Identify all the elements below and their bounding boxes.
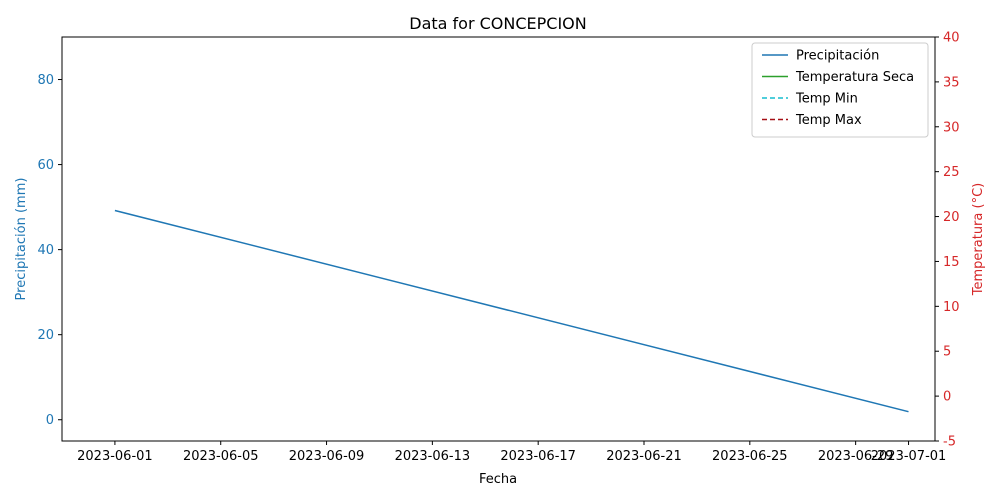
series-line [114, 209, 909, 413]
right-y-tick-label: 35 [943, 75, 960, 90]
x-tick-label: 2023-06-21 [606, 449, 682, 464]
right-y-tick-label: 30 [943, 120, 960, 135]
x-tick-label: 2023-06-29 [818, 449, 894, 464]
right-y-tick-label: 0 [943, 390, 951, 405]
right-y-tick-label: 15 [943, 255, 960, 270]
left-y-tick-label: 40 [37, 243, 54, 258]
right-y-tick-label: 25 [943, 165, 960, 180]
left-y-tick-label: 0 [46, 413, 54, 428]
series-layer [114, 209, 909, 413]
legend-label: Temp Min [795, 92, 858, 107]
right-y-axis-label: Temperatura (°C) [971, 183, 986, 296]
chart-title: Data for CONCEPCION [409, 14, 587, 33]
x-tick-label: 2023-06-13 [395, 449, 471, 464]
right-y-tick-label: -5 [943, 435, 956, 450]
x-tick-label: 2023-07-01 [871, 449, 947, 464]
legend-box [751, 42, 929, 138]
x-tick-label: 2023-06-01 [77, 449, 153, 464]
right-y-tick-label: 20 [943, 210, 960, 225]
legend: Precipitación Temperatura Seca Temp Min Tem… [751, 42, 929, 138]
left-y-tick-label: 20 [37, 328, 54, 343]
x-axis-label: Fecha [479, 472, 517, 487]
x-tick-label: 2023-06-17 [500, 449, 576, 464]
right-y-tick-label: 5 [943, 345, 951, 360]
x-axis: 2023-06-01 2023-06-05 2023-06-09 2023-06-13… [77, 441, 946, 464]
right-y-tick-label: 40 [943, 31, 960, 46]
left-y-axis-label: Precipitación (mm) [14, 178, 29, 301]
right-y-tick-label: 10 [943, 300, 960, 315]
legend-label: Temperatura Seca [795, 70, 914, 85]
legend-label: Precipitación [796, 49, 879, 64]
x-tick-label: 2023-06-25 [712, 449, 788, 464]
legend-label: Temp Max [795, 113, 862, 128]
left-y-axis: 0 20 40 60 80 [37, 73, 62, 428]
right-y-axis: -5 0 5 10 15 20 25 30 35 40 [935, 31, 960, 450]
left-y-tick-label: 80 [37, 73, 54, 88]
x-tick-label: 2023-06-09 [289, 449, 365, 464]
x-tick-label: 2023-06-05 [183, 449, 259, 464]
left-y-tick-label: 60 [37, 158, 54, 173]
